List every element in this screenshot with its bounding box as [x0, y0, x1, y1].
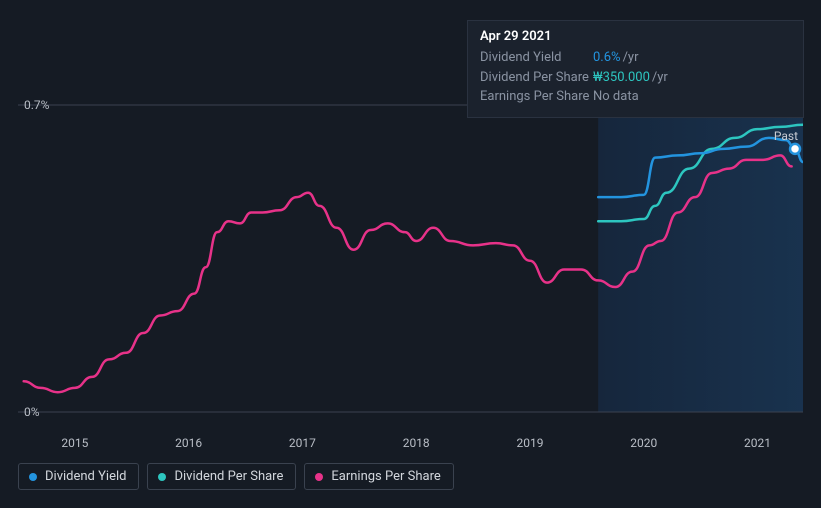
tooltip-label: Dividend Yield: [480, 48, 593, 68]
x-axis-label: 2015: [61, 436, 88, 450]
tooltip-row: Earnings Per Share No data: [480, 87, 791, 107]
legend-label: Dividend Yield: [45, 469, 126, 484]
tooltip-date: Apr 29 2021: [480, 29, 791, 44]
x-axis-label: 2018: [403, 436, 430, 450]
legend-dot: [158, 473, 166, 481]
x-axis-label: 2017: [289, 436, 316, 450]
tooltip-row: Dividend Per Share ₩350.000/yr: [480, 68, 791, 88]
legend-label: Earnings Per Share: [331, 469, 440, 484]
legend-item-dividend-yield[interactable]: Dividend Yield: [18, 463, 139, 490]
x-axis-label: 2021: [744, 436, 771, 450]
x-axis-label: 2020: [630, 436, 657, 450]
legend: Dividend Yield Dividend Per Share Earnin…: [18, 463, 454, 490]
past-label: Past: [774, 129, 798, 143]
legend-dot: [29, 473, 37, 481]
tooltip-row: Dividend Yield 0.6%/yr: [480, 48, 791, 68]
tooltip-label: Earnings Per Share: [480, 87, 593, 107]
y-axis-label: 0.7%: [24, 98, 49, 112]
tooltip-value: No data: [593, 87, 641, 107]
legend-item-earnings-per-share[interactable]: Earnings Per Share: [304, 463, 453, 490]
tooltip: Apr 29 2021 Dividend Yield 0.6%/yr Divid…: [467, 20, 804, 118]
y-axis-label: 0%: [24, 405, 40, 419]
tooltip-label: Dividend Per Share: [480, 68, 593, 88]
legend-label: Dividend Per Share: [174, 469, 283, 484]
x-axis-label: 2016: [175, 436, 202, 450]
legend-dot: [315, 473, 323, 481]
x-axis-label: 2019: [516, 436, 543, 450]
legend-item-dividend-per-share[interactable]: Dividend Per Share: [147, 463, 296, 490]
tooltip-value: 0.6%/yr: [593, 48, 638, 68]
tooltip-value: ₩350.000/yr: [593, 68, 668, 88]
